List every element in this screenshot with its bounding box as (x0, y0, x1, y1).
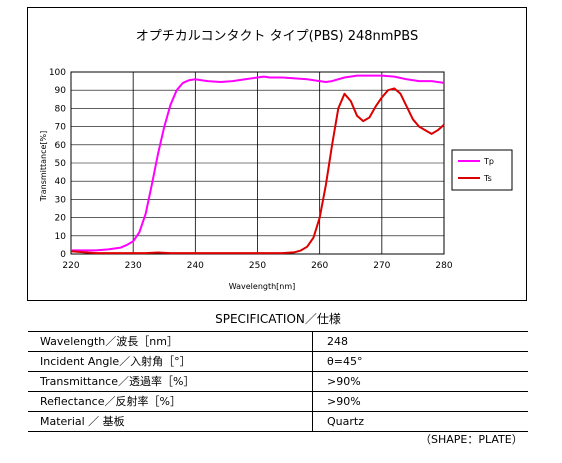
x-axis-label: Wavelength[nm] (229, 282, 296, 291)
axes: 0 10 20 30 40 50 60 70 80 90 100 220 230 240 250 260 270… (49, 68, 453, 271)
spec-value: Quartz (312, 411, 528, 432)
series-line-ts (70, 87, 445, 255)
legend-box (451, 149, 513, 191)
legend: Tp Ts (451, 149, 513, 191)
y-tick-label: 70 (55, 123, 67, 133)
y-tick-label: 20 (55, 214, 67, 224)
series-line-tp (71, 74, 445, 252)
spec-label: Reflectance／反射率［%］ (28, 391, 313, 412)
y-tick-label: 90 (55, 86, 67, 96)
spec-label: Material ／ 基板 (28, 411, 313, 432)
y-tick-label: 50 (55, 159, 67, 169)
spec-value: 248 (312, 331, 528, 352)
x-tick-label: 230 (125, 261, 142, 271)
spec-footnote: （SHAPE：PLATE） (420, 433, 523, 446)
chart-svg: オプチカルコンタクト タイプ(PBS) 248nmPBS 0 10 20 30 40 50… (39, 29, 513, 291)
spec-row: Reflectance／反射率［%］ >90% (28, 391, 528, 412)
spec-label: Wavelength／波長［nm］ (28, 331, 313, 352)
spec-row: Incident Angle／入射角［°］ θ=45° (28, 351, 528, 372)
spec-value: θ=45° (312, 351, 528, 372)
legend-label-ts: Ts (483, 174, 492, 183)
y-tick-label: 0 (60, 250, 66, 260)
y-axis-label: Transmittance[%] (39, 131, 48, 203)
chart-frame: オプチカルコンタクト タイプ(PBS) 248nmPBS 0 10 20 30 40 50… (27, 7, 527, 301)
x-tick-label: 240 (187, 261, 204, 271)
series-layer (70, 74, 445, 255)
legend-label-tp: Tp (483, 157, 494, 166)
spec-table: Wavelength／波長［nm］ 248 Incident Angle／入射角［°… (28, 331, 528, 432)
spec-title: SPECIFICATION／仕様 (215, 312, 341, 326)
spec-label: Incident Angle／入射角［°］ (28, 351, 313, 372)
spec-row: Material ／ 基板 Quartz (28, 411, 528, 432)
x-tick-label: 220 (62, 261, 79, 271)
y-tick-label: 10 (55, 232, 67, 242)
y-tick-label: 100 (49, 68, 66, 78)
spec-value: >90% (312, 391, 528, 412)
x-tick-label: 280 (435, 261, 452, 271)
x-tick-label: 260 (311, 261, 328, 271)
grid (70, 71, 445, 255)
y-tick-label: 60 (55, 141, 67, 151)
spec-row: Transmittance／透過率［%］ >90% (28, 371, 528, 392)
x-tick-label: 250 (249, 261, 266, 271)
x-tick-label: 270 (373, 261, 390, 271)
spec-label: Transmittance／透過率［%］ (28, 371, 313, 392)
chart-title: オプチカルコンタクト タイプ(PBS) 248nmPBS (136, 29, 418, 44)
spec-value: >90% (312, 371, 528, 392)
y-tick-label: 80 (55, 104, 67, 114)
spec-row: Wavelength／波長［nm］ 248 (28, 331, 528, 352)
y-tick-label: 40 (55, 177, 67, 187)
y-tick-label: 30 (55, 195, 67, 205)
